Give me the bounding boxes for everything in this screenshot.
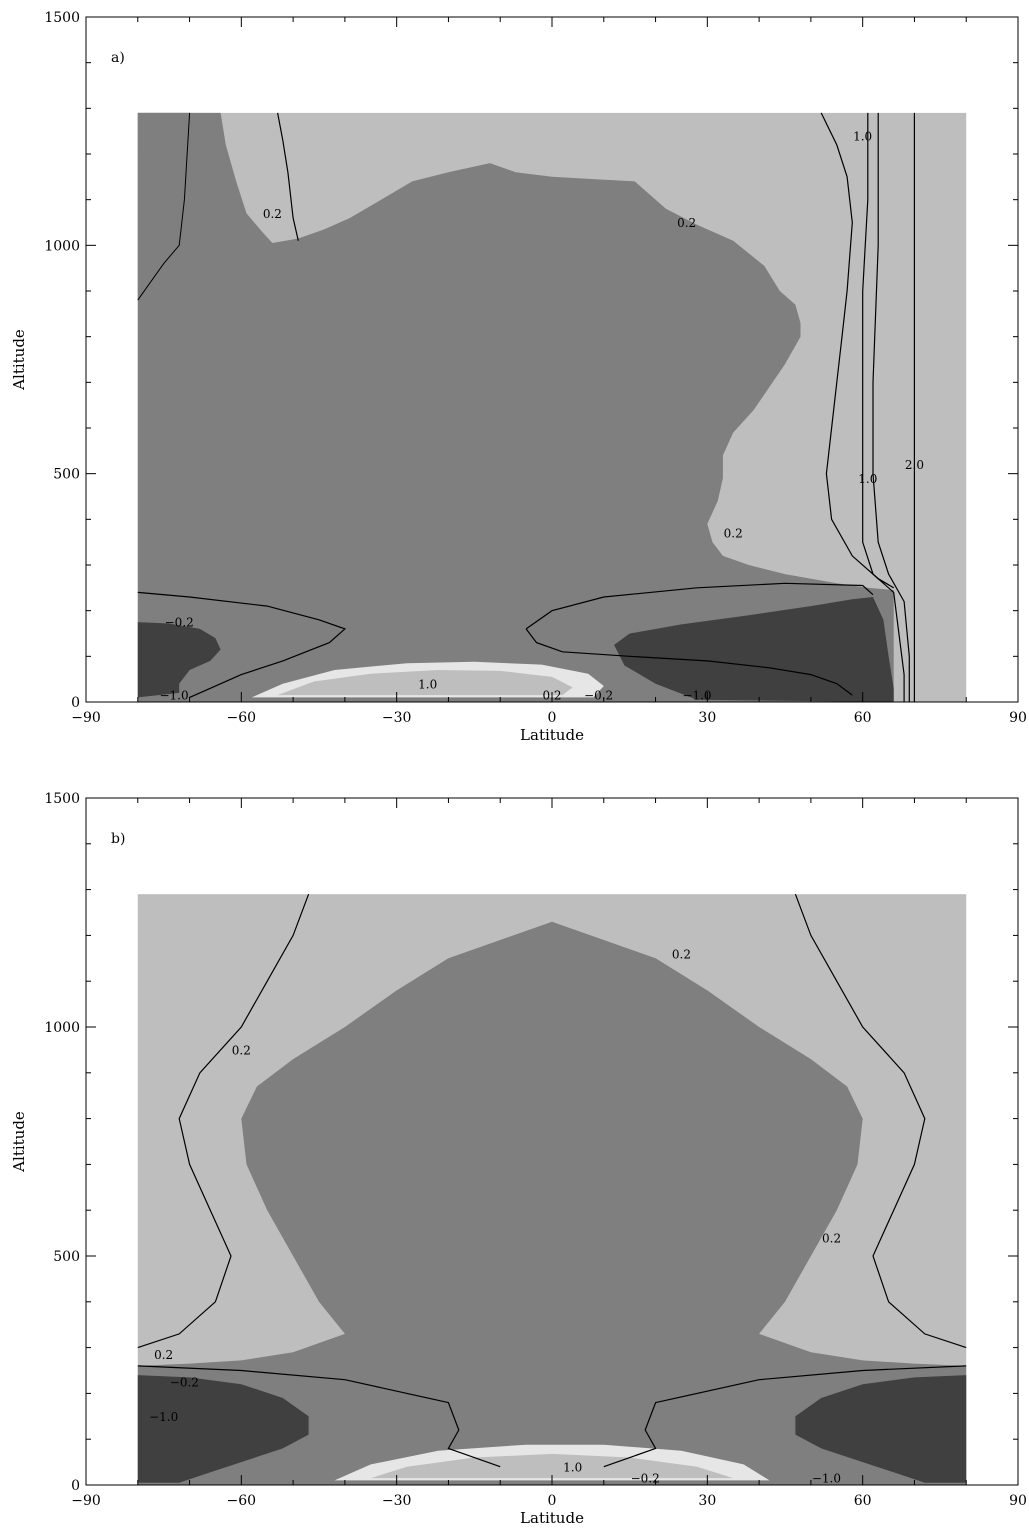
contour-label: 0.2 xyxy=(724,527,743,541)
y-axis-title: Altitude xyxy=(10,329,28,391)
x-tick-label: −90 xyxy=(71,710,101,726)
contour-label: −1.0 xyxy=(682,689,711,703)
y-tick-label: 1500 xyxy=(44,791,80,807)
contour-region-neg-right xyxy=(795,1375,967,1483)
contour-line xyxy=(862,112,905,702)
contour-region-mid xyxy=(137,921,967,1485)
contour-label: 0.2 xyxy=(822,1231,841,1245)
x-tick-label: 90 xyxy=(1009,1493,1027,1509)
contour-region-neg-left xyxy=(137,622,221,698)
x-tick-label: 0 xyxy=(548,710,557,726)
contour-line xyxy=(820,112,895,589)
y-tick-label: 500 xyxy=(53,467,80,483)
contour-label: 1.0 xyxy=(853,129,872,143)
contour-region-mid xyxy=(137,112,894,702)
x-tick-label: 30 xyxy=(698,710,716,726)
y-tick-label: 1500 xyxy=(44,10,80,26)
contour-region-neg-right xyxy=(614,597,894,702)
contour-label: 0.2 xyxy=(672,947,691,961)
contour-line xyxy=(137,893,310,1349)
contour-label: −1.0 xyxy=(812,1472,841,1486)
contour-label: 0.2 xyxy=(154,1348,173,1362)
contour-region-bulb-core xyxy=(277,670,573,696)
contour-line xyxy=(603,1365,967,1468)
contour-line xyxy=(137,1365,501,1468)
y-tick-label: 1000 xyxy=(44,238,80,254)
x-tick-label: 60 xyxy=(854,710,872,726)
contour-label: 0.2 xyxy=(542,689,561,703)
x-tick-label: −60 xyxy=(227,1493,257,1509)
x-tick-label: −90 xyxy=(71,1493,101,1509)
y-axis-title: Altitude xyxy=(10,1111,28,1173)
contour-region-neg-left xyxy=(137,1375,309,1483)
contour-region-strip xyxy=(137,112,190,301)
contour-region-bulb-core xyxy=(370,1453,734,1479)
chart-panel-a: −90 −60 −30 0 30 60 90 0 500 1000 1500 Latitude Alti… xyxy=(10,10,1027,744)
y-tick-label: 0 xyxy=(71,695,80,711)
contour-label: −0.2 xyxy=(631,1472,660,1486)
x-tick-label: 0 xyxy=(548,1493,557,1509)
panel-label: a) xyxy=(111,50,125,66)
panel-label: b) xyxy=(111,831,125,847)
contour-label: 0.2 xyxy=(677,216,696,230)
contour-line xyxy=(525,582,874,630)
contour-label: −1.0 xyxy=(149,1410,178,1424)
contour-label: −0.2 xyxy=(170,1376,199,1390)
x-tick-label: −30 xyxy=(382,1493,412,1509)
x-axis-title: Latitude xyxy=(520,726,584,744)
x-tick-label: 60 xyxy=(854,1493,872,1509)
contour-line xyxy=(794,893,967,1349)
x-axis-title: Latitude xyxy=(520,1509,584,1527)
contour-label: −1.0 xyxy=(159,689,188,703)
x-tick-label: −60 xyxy=(227,710,257,726)
contour-label: 0.2 xyxy=(263,207,282,221)
contour-label: 0.2 xyxy=(232,1043,251,1057)
x-tick-label: 30 xyxy=(698,1493,716,1509)
contour-label: 1.0 xyxy=(563,1460,582,1474)
contour-label: −0.2 xyxy=(584,689,613,703)
contour-line xyxy=(137,591,347,698)
y-tick-label: 0 xyxy=(71,1478,80,1494)
contour-label: 2.0 xyxy=(905,458,924,472)
contour-label: 1.0 xyxy=(858,472,877,486)
contour-line xyxy=(277,112,299,241)
chart-panel-b: −90 −60 −30 0 30 60 90 0 500 1000 1500 Latitude Alti… xyxy=(10,791,1027,1527)
y-tick-label: 1000 xyxy=(44,1020,80,1036)
x-tick-label: −30 xyxy=(382,710,412,726)
x-tick-label: 90 xyxy=(1009,710,1027,726)
y-tick-label: 500 xyxy=(53,1249,80,1265)
contour-line xyxy=(137,112,191,301)
contour-line xyxy=(525,628,853,696)
contour-line xyxy=(872,112,910,702)
contour-label: 1.0 xyxy=(418,677,437,691)
contour-label: −0.2 xyxy=(165,616,194,630)
